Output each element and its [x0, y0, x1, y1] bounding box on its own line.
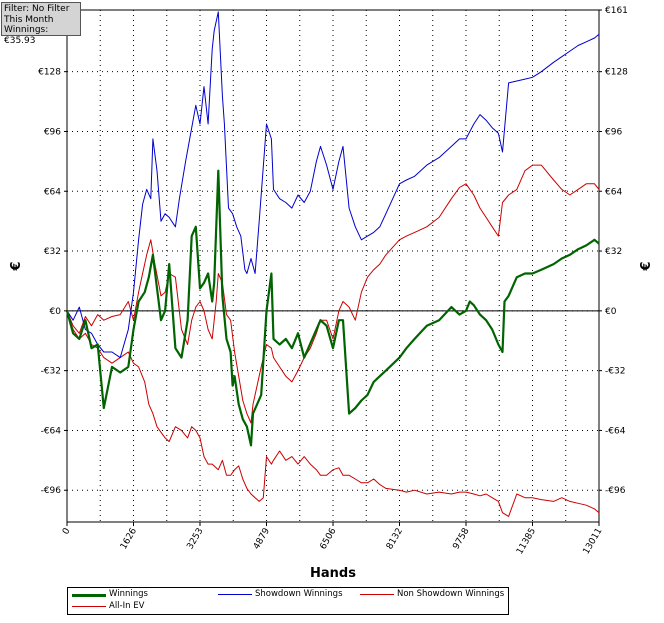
legend-swatch-showdown [218, 594, 252, 595]
y-tick-label: €128 [38, 68, 61, 78]
y-tick-label: €96 [44, 127, 61, 137]
filter-label: Filter: No Filter [4, 4, 70, 14]
y-tick-label: €128 [605, 68, 628, 78]
series-line-winnings [65, 169, 600, 447]
legend-label: Non Showdown Winnings [397, 589, 505, 599]
y-tick-label: -€96 [41, 486, 62, 496]
y-tick-labels-right: -€96 -€64 -€32 €0 €32 €64 €96 €128 €161 [599, 6, 628, 496]
y-tick-label: €32 [44, 247, 61, 257]
x-tick-label: 8132 [385, 527, 405, 552]
y-tick-label: €0 [605, 307, 617, 317]
y-tick-label: €161 [605, 6, 628, 16]
y-tick-label: €32 [605, 247, 622, 257]
series-line-showdown-winnings [66, 11, 600, 359]
y-tick-label: €64 [605, 187, 622, 197]
x-tick-label: 9758 [451, 526, 471, 551]
x-tick-label: 3253 [185, 527, 205, 552]
filter-info-box: Filter: No Filter This Month Winnings: €… [1, 2, 81, 46]
x-tick-label: 1626 [119, 526, 139, 551]
legend-swatch-non-showdown [360, 594, 394, 595]
x-tick-label: 4879 [252, 526, 272, 551]
series-layer [65, 11, 600, 517]
legend-label: All-In EV [109, 601, 145, 611]
y-tick-label: -€64 [41, 426, 62, 436]
legend-swatch-all-in-ev [72, 606, 106, 607]
period-label: This Month [4, 14, 54, 25]
y-axis-title-right: € [639, 261, 654, 271]
series-line-non-showdown-winnings [66, 164, 600, 424]
y-axis-title-left: € [9, 261, 24, 271]
legend-swatch-winnings [72, 594, 106, 597]
x-tick-labels: 0 1626 3253 4879 6506 8132 9758 11385 13011 [61, 522, 605, 556]
y-tick-label: -€64 [605, 426, 626, 436]
y-tick-label: €0 [50, 307, 62, 317]
x-tick-label: 0 [61, 526, 73, 536]
y-tick-label: -€96 [605, 486, 626, 496]
y-tick-label: -€32 [41, 367, 61, 377]
winnings-label: Winnings: €35.93 [4, 25, 49, 46]
legend: Winnings Showdown Winnings Non Showdown … [67, 587, 509, 615]
legend-label: Winnings [109, 589, 148, 599]
legend-label: Showdown Winnings [255, 589, 343, 599]
y-tick-label: €96 [605, 127, 622, 137]
x-tick-label: 6506 [319, 526, 339, 551]
y-tick-labels-left: -€96-€64-€32€0€32€64€96€128€161 [38, 6, 67, 496]
y-tick-label: €64 [44, 187, 61, 197]
x-tick-label: 11385 [515, 527, 538, 557]
series-line-all-in-ev [66, 310, 600, 517]
grid [66, 9, 600, 522]
x-axis-title: Hands [310, 566, 356, 581]
y-tick-label: -€32 [605, 367, 625, 377]
x-tick-label: 13011 [582, 527, 605, 557]
